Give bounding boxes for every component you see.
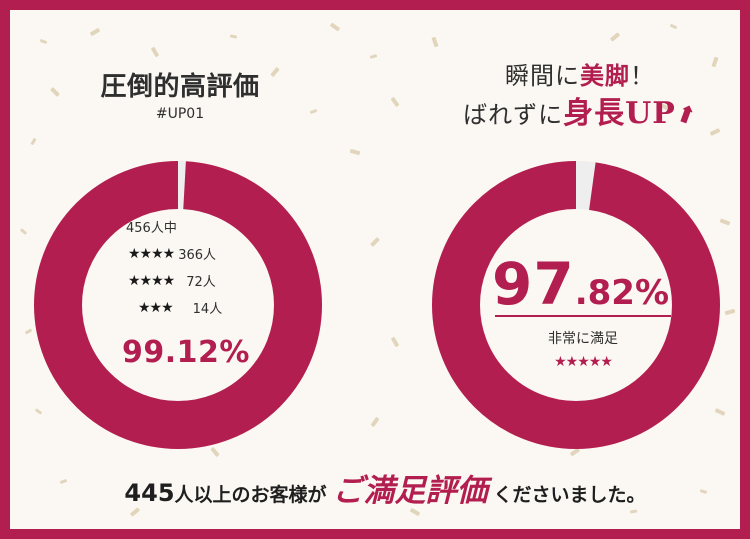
right-percent-integer: 97 xyxy=(492,250,575,318)
left-percentage: 99.12% xyxy=(122,335,250,370)
right-percent-decimal: .82% xyxy=(574,273,670,313)
heading-accent-2: 身長UP xyxy=(563,96,676,131)
right-heading: 瞬間に美脚！ ばれずに身長UP⬆ xyxy=(420,58,740,135)
confetti-piece xyxy=(609,32,621,42)
rating-row-1: ★★★★ 366人 xyxy=(128,242,258,265)
rating-count-3: 14人 xyxy=(192,302,223,317)
confetti-piece xyxy=(431,36,439,48)
total-respondents: 456人中 xyxy=(126,221,177,236)
confetti-piece xyxy=(369,54,378,59)
right-donut-chart xyxy=(432,161,720,449)
heading-accent-1: 美脚 xyxy=(580,61,630,90)
rating-count-2: 72人 xyxy=(186,275,216,290)
confetti-piece xyxy=(349,148,361,156)
bottom-accent: ご満足評価 xyxy=(332,473,488,509)
confetti-piece xyxy=(329,22,341,32)
bottom-tail: くださいました。 xyxy=(493,484,646,506)
rating-stars-2: ★★★★ xyxy=(128,272,175,289)
right-heading-line2: ばれずに身長UP⬆ xyxy=(420,94,740,135)
left-heading: 圧倒的高評価 xyxy=(100,72,260,102)
confetti-piece xyxy=(370,416,380,428)
satisfaction-stars: ★★★★★ xyxy=(554,354,613,370)
percent-underline xyxy=(495,315,671,317)
confetti-piece xyxy=(19,228,28,235)
right-heading-line1: 瞬間に美脚！ xyxy=(420,58,740,94)
right-donut-arc xyxy=(432,161,720,449)
confetti-piece xyxy=(370,237,380,247)
confetti-piece xyxy=(390,96,400,108)
confetti-piece xyxy=(50,87,60,97)
left-subheading: #UP01 xyxy=(155,106,205,122)
rating-stars-3: ★★★ xyxy=(138,299,174,316)
heading-text-2: ！ xyxy=(630,62,655,90)
rating-count-1: 366人 xyxy=(178,248,217,263)
confetti-piece xyxy=(719,218,731,226)
customer-count: 445 xyxy=(124,479,175,507)
confetti-piece xyxy=(229,34,238,39)
rating-row-2: ★★★★ 72人 xyxy=(128,269,258,292)
satisfaction-caption: 非常に満足 xyxy=(548,331,618,347)
confetti-piece xyxy=(89,27,101,37)
confetti-piece xyxy=(39,38,48,45)
confetti-piece xyxy=(390,336,400,348)
left-donut-arc xyxy=(34,161,322,449)
left-donut-chart xyxy=(34,161,322,449)
confetti-piece xyxy=(724,308,736,316)
confetti-piece xyxy=(629,509,638,514)
confetti-piece xyxy=(309,108,318,115)
bottom-message: 445人以上のお客様が ご満足評価 くださいました。 xyxy=(10,465,740,510)
right-percentage: 97 .82% xyxy=(492,250,672,318)
confetti-piece xyxy=(30,137,37,146)
heading-text-3: ばれずに xyxy=(463,101,564,129)
confetti-piece xyxy=(150,46,160,58)
left-stats: 456人中 ★★★★ 366人 ★★★★ 72人 ★★★ 14人 99.12% xyxy=(98,220,258,370)
heading-text-1: 瞬間に xyxy=(505,62,580,90)
confetti-piece xyxy=(669,23,678,30)
rating-stars-1: ★★★★ xyxy=(128,245,175,262)
bottom-text: 人以上のお客様が xyxy=(174,484,327,506)
rating-row-3: ★★★ 14人 xyxy=(138,296,258,319)
confetti-piece xyxy=(24,328,33,335)
